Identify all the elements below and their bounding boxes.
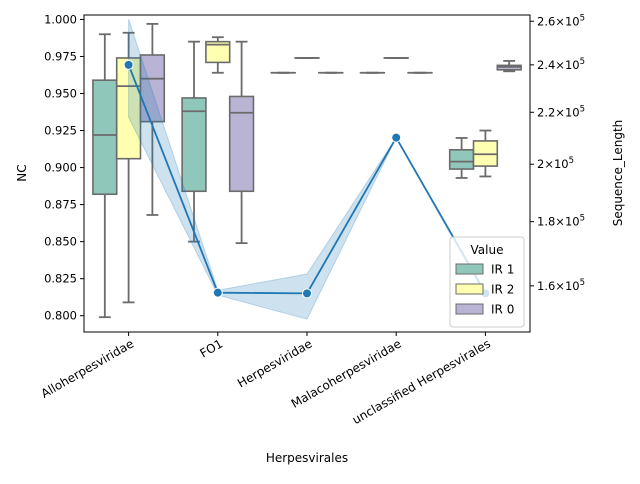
y-tick-right-exponent: 5 — [580, 278, 585, 288]
y-tick-right-base: 10 — [565, 105, 580, 119]
y-tick-right-mantissa: 1.6 — [537, 279, 555, 293]
y-tick-right-base: 10 — [565, 58, 580, 72]
y-tick-right-times: × — [555, 279, 565, 293]
y-tick-left-label-6: 0.950 — [44, 87, 77, 101]
y-tick-right-mantissa: 2 — [537, 157, 544, 171]
legend-swatch-2 — [456, 304, 483, 314]
y-tick-right-mantissa: 2.4 — [537, 58, 555, 72]
legend-label-1: IR 2 — [491, 283, 514, 297]
y-tick-left-label-0: 0.800 — [44, 309, 77, 323]
y-tick-right-mantissa: 2.2 — [537, 105, 555, 119]
legend-swatch-0 — [456, 264, 483, 274]
y-tick-right-label-3: 2.2×105 — [537, 104, 585, 119]
y-tick-right-label-0: 1.6×105 — [537, 278, 585, 293]
line-point-2 — [303, 289, 312, 298]
line-point-3 — [392, 133, 401, 142]
y-tick-left-label-8: 1.000 — [44, 12, 77, 26]
y-tick-right-exponent: 5 — [569, 156, 574, 166]
y-tick-right-exponent: 5 — [580, 57, 585, 67]
line-point-0 — [124, 60, 133, 69]
box-body — [450, 150, 474, 169]
y-tick-right-exponent: 5 — [580, 214, 585, 224]
y-tick-left-label-2: 0.850 — [44, 235, 77, 249]
y-tick-left-label-3: 0.875 — [44, 198, 77, 212]
y-tick-right-times: × — [544, 157, 554, 171]
legend-swatch-1 — [456, 284, 483, 294]
y-tick-right-exponent: 5 — [580, 104, 585, 114]
box-body — [230, 96, 254, 191]
line-point-1 — [213, 288, 222, 297]
y-tick-right-mantissa: 2.6 — [537, 14, 555, 28]
y-tick-right-base: 10 — [554, 157, 569, 171]
box-body — [93, 80, 117, 194]
legend: Value IR 1 IR 2 IR 0 — [450, 237, 524, 327]
y-tick-right-times: × — [555, 14, 565, 28]
y-tick-right-times: × — [555, 58, 565, 72]
y-axis-label-left: NC — [15, 164, 29, 181]
y-tick-right-exponent: 5 — [580, 13, 585, 23]
y-tick-right-label-4: 2.4×105 — [537, 57, 585, 72]
y-tick-right-label-1: 1.8×105 — [537, 214, 585, 229]
x-axis-label: Herpesvirales — [266, 451, 348, 465]
y-tick-left-label-7: 0.975 — [44, 49, 77, 63]
legend-title: Value — [471, 243, 504, 257]
y-tick-left-label-5: 0.925 — [44, 124, 77, 138]
y-tick-right-label-5: 2.6×105 — [537, 13, 585, 28]
y-axis-label-right: Sequence_Length — [611, 120, 625, 227]
y-tick-left-label-4: 0.900 — [44, 161, 77, 175]
y-tick-right-base: 10 — [565, 215, 580, 229]
y-tick-right-base: 10 — [565, 279, 580, 293]
y-tick-right-times: × — [555, 215, 565, 229]
y-tick-right-label-2: 2×105 — [537, 156, 574, 171]
y-tick-left-label-1: 0.825 — [44, 272, 77, 286]
y-tick-right-times: × — [555, 105, 565, 119]
y-tick-right-mantissa: 1.8 — [537, 215, 555, 229]
y-tick-right-base: 10 — [565, 14, 580, 28]
legend-label-0: IR 1 — [491, 263, 514, 277]
legend-label-2: IR 0 — [491, 303, 514, 317]
